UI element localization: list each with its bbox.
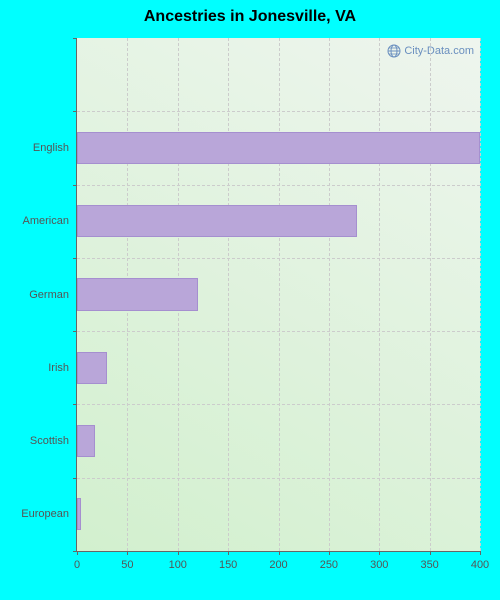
chart-container: City-Data.com 0 50 100 150 200 250 300 350 400 En… <box>8 32 492 580</box>
gridline-vertical <box>379 38 380 551</box>
y-category-label: English <box>33 142 69 154</box>
gridline-vertical <box>279 38 280 551</box>
watermark-link[interactable]: City-Data.com <box>387 44 474 58</box>
bar <box>77 205 357 237</box>
gridline-vertical <box>430 38 431 551</box>
gridline-horizontal <box>77 111 480 112</box>
y-category-label: Irish <box>48 362 69 374</box>
y-category-label: Scottish <box>30 435 69 447</box>
page-root: Ancestries in Jonesville, VA City-Data.c… <box>0 0 500 600</box>
gridline-horizontal <box>77 404 480 405</box>
gridline-vertical <box>329 38 330 551</box>
y-tick <box>73 38 77 39</box>
x-tick <box>480 551 481 555</box>
y-tick <box>73 478 77 479</box>
x-tick-label: 350 <box>420 559 438 571</box>
gridline-horizontal <box>77 478 480 479</box>
bar <box>77 498 81 530</box>
watermark-text: City-Data.com <box>404 45 474 57</box>
globe-icon <box>387 44 401 58</box>
x-tick <box>127 551 128 555</box>
x-tick <box>77 551 78 555</box>
y-category-label: European <box>21 508 69 520</box>
x-tick-label: 250 <box>320 559 338 571</box>
y-tick <box>73 404 77 405</box>
x-tick-label: 150 <box>219 559 237 571</box>
y-category-label: German <box>29 289 69 301</box>
gridline-horizontal <box>77 185 480 186</box>
x-tick-label: 400 <box>471 559 489 571</box>
x-tick-label: 0 <box>74 559 80 571</box>
x-tick-label: 100 <box>169 559 187 571</box>
bar <box>77 132 480 164</box>
x-tick-label: 50 <box>121 559 133 571</box>
chart-title: Ancestries in Jonesville, VA <box>8 8 492 26</box>
gridline-horizontal <box>77 331 480 332</box>
y-tick <box>73 185 77 186</box>
bar <box>77 425 95 457</box>
x-tick <box>329 551 330 555</box>
x-tick <box>178 551 179 555</box>
y-tick <box>73 551 77 552</box>
x-tick <box>228 551 229 555</box>
x-tick <box>430 551 431 555</box>
y-tick <box>73 111 77 112</box>
gridline-horizontal <box>77 258 480 259</box>
x-tick <box>379 551 380 555</box>
plot-area: City-Data.com 050100150200250300350400En… <box>76 38 480 552</box>
bar <box>77 352 107 384</box>
gridline-vertical <box>228 38 229 551</box>
y-tick <box>73 258 77 259</box>
bar <box>77 278 198 310</box>
gridline-vertical <box>480 38 481 551</box>
y-category-label: American <box>23 215 69 227</box>
y-tick <box>73 331 77 332</box>
x-tick <box>279 551 280 555</box>
x-tick-label: 300 <box>370 559 388 571</box>
x-tick-label: 200 <box>269 559 287 571</box>
